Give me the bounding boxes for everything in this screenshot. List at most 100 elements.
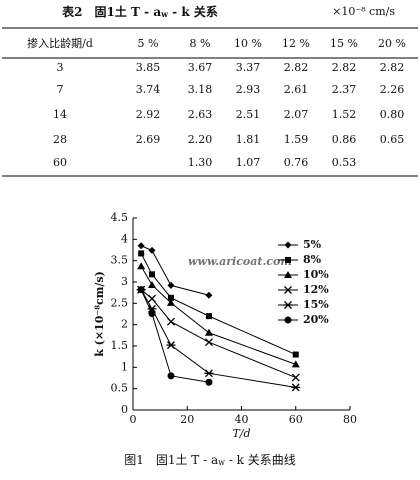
data-point <box>291 373 300 382</box>
y-axis-label: k (×10⁻⁸cm/s) <box>93 271 106 357</box>
table-cell: 1.07 <box>236 156 261 169</box>
legend-marker <box>284 286 292 294</box>
table-cell: 2.92 <box>136 108 161 121</box>
column-header: 10 % <box>234 37 262 50</box>
table-unit: ×10⁻⁸ cm/s <box>332 5 395 18</box>
x-tick-label: 80 <box>343 413 357 426</box>
data-point <box>167 281 175 289</box>
column-header: 8 % <box>190 37 211 50</box>
data-point <box>167 317 175 326</box>
y-tick-label: 1.5 <box>111 339 129 352</box>
y-tick-label: 3 <box>121 275 128 288</box>
table-cell: 3 <box>57 61 64 74</box>
table-cell: 1.30 <box>188 156 213 169</box>
column-header: 5 % <box>138 37 159 50</box>
legend-marker <box>284 241 292 249</box>
column-header: 20 % <box>378 37 406 50</box>
title-sub: w <box>160 9 169 19</box>
table-cell: 0.53 <box>332 156 357 169</box>
series-line <box>140 289 296 379</box>
data-point <box>137 262 146 270</box>
data-point <box>147 280 156 288</box>
legend-label: 10% <box>303 268 329 281</box>
table-cell: 2.26 <box>380 83 405 96</box>
caption-sub: w <box>218 458 225 467</box>
legend-marker <box>285 257 291 263</box>
table-cell: 3.37 <box>236 61 261 74</box>
table-cell: 3.18 <box>188 83 213 96</box>
table-cell: 2.82 <box>332 61 357 74</box>
y-tick-label: 2 <box>121 318 128 331</box>
series-line <box>140 289 210 383</box>
table-cell: 28 <box>53 133 67 146</box>
table-cell: 3.74 <box>136 83 161 96</box>
table-cell: 2.61 <box>284 83 309 96</box>
data-point <box>292 351 299 358</box>
data-point <box>137 242 145 250</box>
table-cell: 2.63 <box>188 108 213 121</box>
table-cell: 2.07 <box>284 108 309 121</box>
data-point <box>167 294 174 301</box>
table-cell: 2.82 <box>284 61 309 74</box>
data-point <box>166 341 176 350</box>
caption-text: 图1 固1土 T - a <box>124 453 218 467</box>
table-cell: 0.80 <box>380 108 405 121</box>
data-point <box>148 294 156 303</box>
y-tick-label: 1 <box>121 360 128 373</box>
y-tick-label: 0 <box>121 403 128 416</box>
legend-label: 5% <box>303 238 322 251</box>
x-axis-label: T/d <box>232 427 250 440</box>
table-cell: 14 <box>53 108 67 121</box>
table-cell: 0.65 <box>380 133 405 146</box>
legend-label: 15% <box>303 298 329 311</box>
figure-caption: 图1 固1土 T - aw - k 关系曲线 <box>124 453 296 468</box>
title-text: - k 关系 <box>168 4 218 19</box>
table-cell: 2.69 <box>136 133 161 146</box>
table-cell: 2.93 <box>236 83 261 96</box>
table-cell: 60 <box>53 156 67 169</box>
data-point <box>291 360 300 368</box>
data-point <box>291 383 301 392</box>
data-point <box>204 338 213 347</box>
table-cell: 2.37 <box>332 83 357 96</box>
data-point <box>137 286 145 294</box>
table-cell: 1.52 <box>332 108 357 121</box>
table-cell: 2.20 <box>188 133 213 146</box>
data-point <box>148 271 155 278</box>
data-point <box>205 291 213 299</box>
y-tick-label: 4 <box>121 232 128 245</box>
table-cell: 2.82 <box>380 61 405 74</box>
data-point <box>205 378 213 386</box>
data-point <box>204 328 213 336</box>
y-tick-label: 2.5 <box>111 296 129 309</box>
table-title: 表2 固1土 T - aw - k 关系 <box>61 4 218 20</box>
series-line <box>140 253 296 355</box>
series-line <box>140 245 210 296</box>
data-point <box>138 250 145 257</box>
table-cell: 2.51 <box>236 108 261 121</box>
table-cell: 1.59 <box>284 133 309 146</box>
table-cell: 0.86 <box>332 133 357 146</box>
table-cell: 3.85 <box>136 61 161 74</box>
x-tick-label: 40 <box>235 413 249 426</box>
x-tick-label: 0 <box>130 413 137 426</box>
table-cell: 3.67 <box>188 61 213 74</box>
table-cell: 7 <box>57 83 64 96</box>
legend-marker <box>284 271 292 278</box>
y-tick-label: 3.5 <box>111 254 129 267</box>
legend-marker <box>284 316 292 324</box>
data-point <box>167 372 175 380</box>
data-point <box>148 246 156 254</box>
table-cell: 1.81 <box>236 133 261 146</box>
data-point <box>148 310 156 318</box>
legend-label: 20% <box>303 313 329 326</box>
x-tick-label: 60 <box>289 413 303 426</box>
legend-marker <box>283 301 293 309</box>
title-text: 表2 固1土 T - a <box>61 4 161 19</box>
series-line <box>140 265 296 365</box>
data-point <box>204 369 214 378</box>
data-point <box>166 298 175 306</box>
series-line <box>140 289 296 388</box>
table-cell: 0.76 <box>284 156 309 169</box>
